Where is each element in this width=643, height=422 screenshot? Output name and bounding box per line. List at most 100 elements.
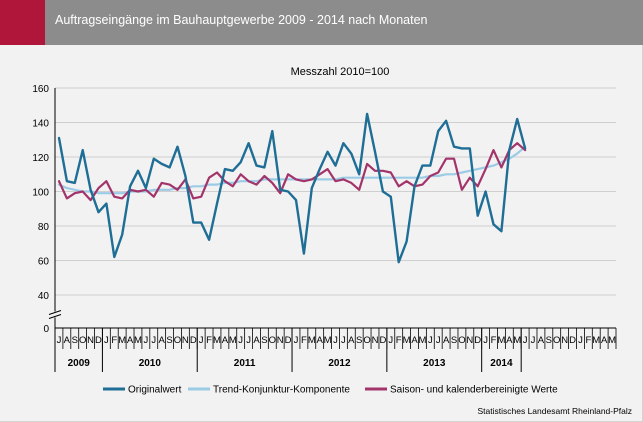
month-label: J xyxy=(104,335,109,346)
month-label: M xyxy=(497,335,505,346)
month-label: J xyxy=(436,335,441,346)
series-lines xyxy=(57,112,527,264)
month-label: N xyxy=(277,335,284,346)
month-label: F xyxy=(206,335,212,346)
month-label: N xyxy=(561,335,568,346)
month-label: M xyxy=(418,335,426,346)
month-label: M xyxy=(513,335,521,346)
page-title: Auftragseingänge im Bauhauptgewerbe 2009… xyxy=(55,13,428,27)
month-label: A xyxy=(127,335,134,346)
month-label: J xyxy=(294,335,299,346)
month-label: A xyxy=(443,335,450,346)
month-label: M xyxy=(308,335,316,346)
month-label: M xyxy=(118,335,126,346)
year-label-2013: 2013 xyxy=(423,358,446,369)
month-label: N xyxy=(466,335,473,346)
gridlines xyxy=(55,87,616,296)
y-axis: 0 40 60 80 100 120 140 160 xyxy=(32,84,62,335)
month-label: F xyxy=(111,335,117,346)
legend: Originalwert Trend-Konjunktur-Komponente S… xyxy=(103,385,558,396)
month-label: N xyxy=(182,335,189,346)
month-label: A xyxy=(253,335,260,346)
month-label: J xyxy=(333,335,338,346)
month-label: D xyxy=(95,335,102,346)
month-label: M xyxy=(324,335,332,346)
month-label: D xyxy=(379,335,386,346)
month-label: A xyxy=(506,335,513,346)
y-tick-label-100: 100 xyxy=(32,188,49,199)
month-label: J xyxy=(199,335,204,346)
source-note: Statistisches Landesamt Rheinland-Pfalz xyxy=(478,406,633,416)
month-label: D xyxy=(285,335,292,346)
month-label: A xyxy=(317,335,324,346)
y-tick-label-0: 0 xyxy=(43,324,49,335)
month-label: O xyxy=(458,335,465,346)
month-label: A xyxy=(158,335,165,346)
month-label: S xyxy=(72,335,78,346)
series-line-saison-und-kalenderbereinigte-werte xyxy=(57,142,527,202)
month-label: D xyxy=(474,335,481,346)
month-label: J xyxy=(523,335,528,346)
month-label: S xyxy=(451,335,457,346)
month-label: F xyxy=(585,335,591,346)
month-label: J xyxy=(151,335,156,346)
month-label: M xyxy=(229,335,237,346)
legend-label-3: Saison- und kalenderbereinigte Werte xyxy=(390,385,558,396)
month-label: J xyxy=(388,335,393,346)
month-label: M xyxy=(403,335,411,346)
chart-subtitle: Messzahl 2010=100 xyxy=(291,66,390,78)
series-line-originalwert xyxy=(57,112,527,264)
month-label: J xyxy=(578,335,583,346)
month-label: J xyxy=(57,335,62,346)
axis-break-marker xyxy=(48,310,62,319)
month-label: J xyxy=(428,335,433,346)
legend-label-2: Trend-Konjunktur-Komponente xyxy=(213,385,350,396)
month-label: J xyxy=(143,335,148,346)
month-label: A xyxy=(222,335,229,346)
month-label: A xyxy=(411,335,418,346)
month-label: N xyxy=(87,335,94,346)
month-label: M xyxy=(213,335,221,346)
year-label-2012: 2012 xyxy=(328,358,351,369)
month-label: S xyxy=(546,335,552,346)
month-label: M xyxy=(592,335,600,346)
axis-break-gap xyxy=(50,311,60,318)
month-label: F xyxy=(491,335,497,346)
month-label: D xyxy=(190,335,197,346)
month-label: J xyxy=(246,335,251,346)
legend-label-1: Originalwert xyxy=(128,385,182,396)
year-label-2014: 2014 xyxy=(490,358,513,369)
month-label: A xyxy=(348,335,355,346)
month-label: F xyxy=(301,335,307,346)
month-label: J xyxy=(531,335,536,346)
header-banner: Auftragseingänge im Bauhauptgewerbe 2009… xyxy=(0,0,643,45)
header-bar xyxy=(45,0,643,45)
month-label: F xyxy=(396,335,402,346)
year-label-2010: 2010 xyxy=(139,358,162,369)
y-tick-label-160: 160 xyxy=(32,84,49,95)
month-label: N xyxy=(372,335,379,346)
month-label: O xyxy=(174,335,181,346)
y-tick-label-60: 60 xyxy=(38,257,50,268)
month-label: S xyxy=(261,335,267,346)
month-label: D xyxy=(569,335,576,346)
month-label: O xyxy=(269,335,276,346)
month-label: J xyxy=(483,335,488,346)
month-label: J xyxy=(238,335,243,346)
month-label: M xyxy=(134,335,142,346)
month-label: O xyxy=(553,335,560,346)
month-label: O xyxy=(79,335,86,346)
month-label: A xyxy=(601,335,608,346)
header-accent-block xyxy=(0,0,45,45)
month-label: O xyxy=(363,335,370,346)
month-label: A xyxy=(64,335,71,346)
y-tick-label-80: 80 xyxy=(38,222,50,233)
month-label: A xyxy=(538,335,545,346)
month-label: S xyxy=(166,335,172,346)
y-tick-label-40: 40 xyxy=(38,291,50,302)
y-tick-label-120: 120 xyxy=(32,153,49,164)
month-label: S xyxy=(356,335,362,346)
year-label-2011: 2011 xyxy=(234,358,256,369)
